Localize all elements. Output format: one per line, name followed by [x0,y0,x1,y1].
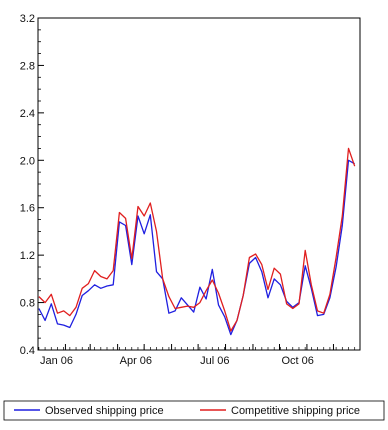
y-tick-label: 1.6 [20,203,35,215]
y-tick-label: 2.4 [20,108,35,120]
y-tick-label: 3.2 [20,13,35,25]
y-tick-label: 2.8 [20,60,35,72]
x-tick-label: Oct 06 [282,355,314,367]
legend-box [3,400,385,421]
x-tick-label: Jul 06 [200,355,229,367]
y-tick-label: 2.0 [20,155,35,167]
x-tick-label: Jan 06 [40,355,73,367]
y-tick-label: 0.4 [20,345,35,357]
series-line-observed [38,159,356,336]
legend-label-competitive: Competitive shipping price [231,405,360,417]
y-tick-label: 1.2 [20,250,35,262]
legend-label-observed: Observed shipping price [45,405,164,417]
x-tick-label: Apr 06 [120,355,152,367]
x-axis: Jan 06 Apr 06 Jul 06 Oct 06 [37,344,356,367]
series-layer [38,147,356,336]
y-tick-label: 0.8 [20,298,35,310]
y-axis: 0.4 0.8 1.2 1.6 2.0 2.4 2.8 3.2 [20,13,44,357]
series-line-competitive [38,147,356,332]
plot-frame [37,17,361,351]
